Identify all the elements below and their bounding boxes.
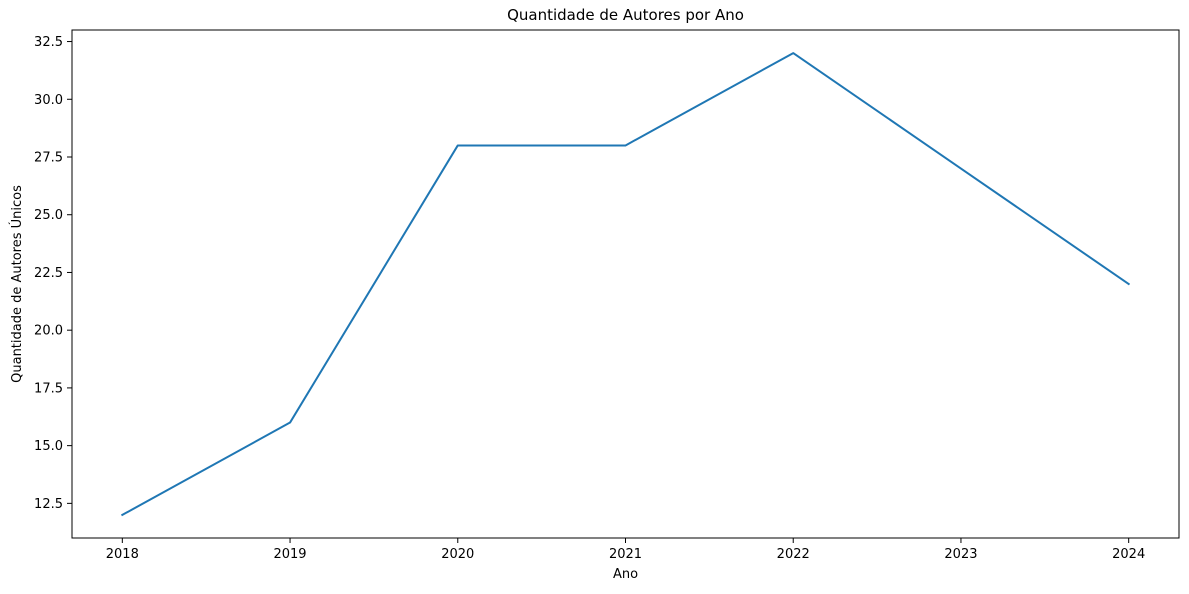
plot-area [72, 30, 1179, 538]
y-tick-label: 20.0 [34, 324, 63, 339]
x-tick-label: 2019 [273, 547, 306, 562]
y-tick-label: 32.5 [34, 35, 63, 50]
x-tick-label: 2022 [777, 547, 810, 562]
x-tick-label: 2021 [609, 547, 642, 562]
y-tick-label: 15.0 [34, 439, 63, 454]
x-axis-ticks: 2018 2019 2020 2021 2022 2023 2024 [106, 538, 1145, 562]
y-tick-label: 12.5 [34, 497, 63, 512]
series-line-0 [120, 52, 1131, 517]
y-tick-label: 22.5 [34, 266, 63, 281]
y-axis-label: Quantidade de Autores Únicos [9, 185, 25, 383]
x-tick-label: 2024 [1112, 547, 1145, 562]
y-axis-ticks: 12.5 15.0 17.5 20.0 22.5 25.0 27.5 30.0 32.5 [34, 35, 72, 512]
x-tick-label: 2018 [106, 547, 139, 562]
x-axis-label: Ano [613, 567, 638, 582]
x-tick-label: 2020 [441, 547, 474, 562]
chart-title: Quantidade de Autores por Ano [507, 6, 744, 24]
y-tick-label: 27.5 [34, 151, 63, 166]
y-tick-label: 17.5 [34, 381, 63, 396]
y-tick-label: 25.0 [34, 208, 63, 223]
series-layer [120, 52, 1131, 517]
x-tick-label: 2023 [944, 547, 977, 562]
y-tick-label: 30.0 [34, 93, 63, 108]
